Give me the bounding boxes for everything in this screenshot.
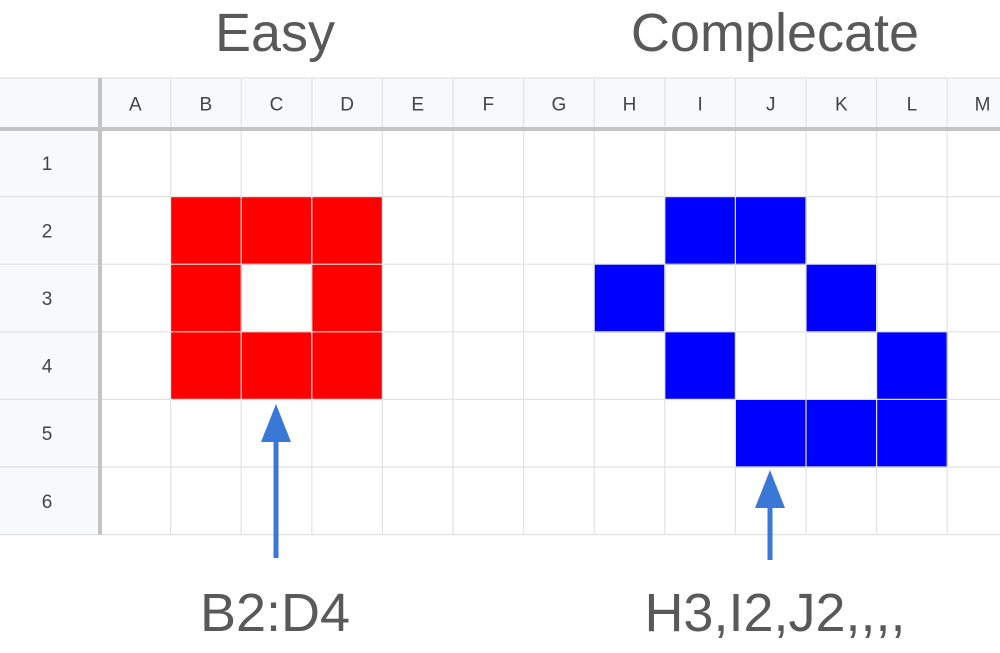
column-header-k[interactable]: K [835, 95, 848, 116]
caption-easy-range: B2:D4 [199, 583, 351, 643]
column-header-f[interactable]: F [482, 95, 494, 116]
column-header-bar [0, 78, 1000, 129]
column-header-l[interactable]: L [907, 95, 918, 116]
cell-L5[interactable] [876, 399, 948, 468]
row-header-5[interactable]: 5 [42, 424, 53, 445]
row-header-3[interactable]: 3 [42, 289, 53, 310]
row-header-6[interactable]: 6 [42, 492, 53, 513]
cell-B4[interactable] [170, 331, 242, 400]
row-header-2[interactable]: 2 [42, 221, 53, 242]
column-header-h[interactable]: H [623, 95, 637, 116]
row-header-4[interactable]: 4 [42, 357, 53, 378]
cell-B2[interactable] [170, 196, 242, 265]
cell-B3[interactable] [170, 264, 242, 333]
column-header-a[interactable]: A [129, 95, 142, 116]
column-header-g[interactable]: G [552, 95, 567, 116]
cell-C4[interactable] [241, 331, 313, 400]
row-header-1[interactable]: 1 [42, 154, 53, 175]
title-easy: Easy [214, 3, 336, 63]
row-header-bar [0, 78, 100, 535]
cell-K3[interactable] [806, 264, 878, 333]
cell-D4[interactable] [311, 331, 383, 400]
column-header-i[interactable]: I [697, 95, 702, 116]
cell-I2[interactable] [664, 196, 736, 265]
cell-H3[interactable] [594, 264, 666, 333]
title-complecate: Complecate [630, 3, 920, 63]
caption-complex-cells: H3,I2,J2,,,, [644, 583, 906, 643]
cell-K5[interactable] [806, 399, 878, 468]
column-header-d[interactable]: D [340, 95, 354, 116]
column-header-m[interactable]: M [975, 95, 991, 116]
cell-I4[interactable] [664, 331, 736, 400]
column-header-e[interactable]: E [411, 95, 424, 116]
column-header-b[interactable]: B [200, 95, 213, 116]
cell-D2[interactable] [311, 196, 383, 265]
column-header-j[interactable]: J [766, 95, 776, 116]
arrow-complex-head [755, 470, 785, 508]
cell-C2[interactable] [241, 196, 313, 265]
arrow-easy-head [261, 404, 291, 442]
column-header-c[interactable]: C [270, 95, 284, 116]
cell-D3[interactable] [311, 264, 383, 333]
cell-L4[interactable] [876, 331, 948, 400]
cell-J2[interactable] [735, 196, 807, 265]
cell-J5[interactable] [735, 399, 807, 468]
